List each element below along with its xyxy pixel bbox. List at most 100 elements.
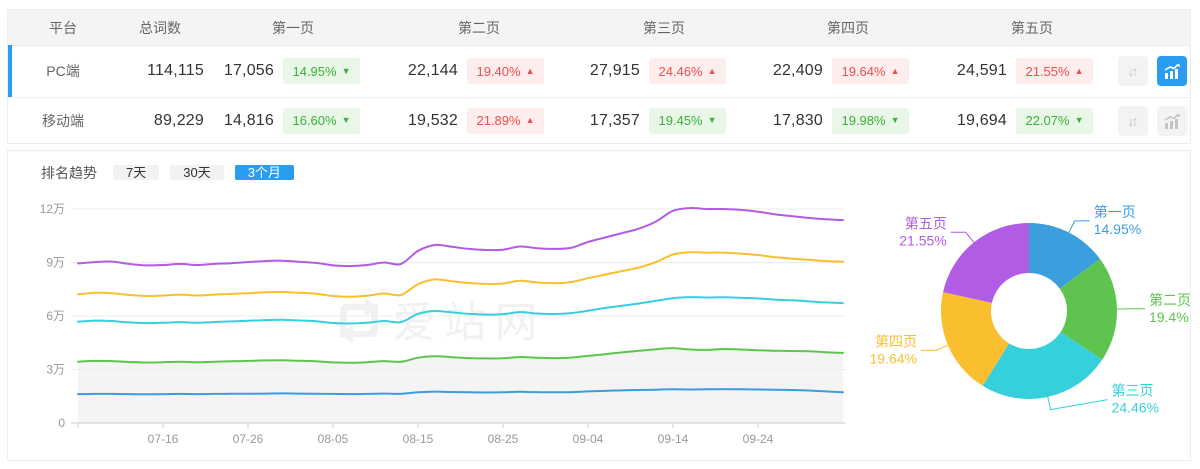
donut-label-name-第三页: 第三页 xyxy=(1112,383,1154,399)
arrow-up-icon: ▲ xyxy=(525,65,535,76)
total-words-cell: 89,229 xyxy=(153,111,204,129)
page2-change-badge: 19.40% ▲ xyxy=(467,58,544,84)
donut-label-pct-第二页: 19.4% xyxy=(1149,309,1189,325)
x-tick-label-08-15: 08-15 xyxy=(403,432,434,446)
change-percent: 19.45% xyxy=(658,113,703,128)
change-percent: 19.64% xyxy=(841,63,886,79)
page2-count: 22,144 xyxy=(407,62,458,79)
y-tick-label-9万: 9万 xyxy=(46,256,65,270)
x-tick-label-08-05: 08-05 xyxy=(318,432,349,446)
page5-count: 24,591 xyxy=(956,62,1007,79)
donut-slice-第一页[interactable] xyxy=(1029,223,1101,289)
x-tick-label-09-24: 09-24 xyxy=(743,432,774,446)
page2-count: 19,532 xyxy=(407,111,458,129)
page3-change-badge: 24.46% ▲ xyxy=(649,58,726,84)
change-percent: 16.60% xyxy=(292,113,337,128)
watermark-text: 爱站网 xyxy=(393,299,546,346)
change-percent: 22.07% xyxy=(1025,113,1070,128)
trend-tab-3个月[interactable]: 3个月 xyxy=(234,165,294,180)
column-header-7: 第五页 xyxy=(1011,19,1053,36)
donut-label-pct-第五页: 21.55% xyxy=(899,232,946,248)
show-trend-chart-button[interactable] xyxy=(1157,56,1187,86)
change-percent: 21.89% xyxy=(476,113,521,128)
trend-line-第三页(累计) xyxy=(77,296,844,325)
page5-change-badge: 21.55% ▲ xyxy=(1016,58,1093,84)
trend-chart-icon xyxy=(1164,63,1180,79)
donut-label-name-第五页: 第五页 xyxy=(905,215,947,231)
column-header-6: 第四页 xyxy=(827,19,869,36)
donut-label-line-第一页 xyxy=(1068,220,1090,233)
arrow-down-icon: ▼ xyxy=(341,65,351,76)
donut-label-pct-第四页: 19.64% xyxy=(869,350,916,366)
page4-count: 22,409 xyxy=(772,62,823,79)
area-fill-第二页(累计) xyxy=(78,348,843,423)
trend-line-第一页 xyxy=(77,388,844,396)
x-tick-label-09-04: 09-04 xyxy=(573,432,604,446)
arrow-down-icon: ▼ xyxy=(707,115,717,125)
page1-change-badge: 16.60% ▼ xyxy=(283,107,360,134)
donut-label-name-第四页: 第四页 xyxy=(875,333,917,349)
page5-change-badge: 22.07% ▼ xyxy=(1016,107,1093,134)
donut-slice-第五页[interactable] xyxy=(943,223,1029,303)
aizhan-logo-watermark xyxy=(340,298,378,343)
column-header-1: 平台 xyxy=(49,19,77,36)
arrow-up-icon: ▲ xyxy=(707,65,717,76)
trend-toolbar: 排名趋势 7天 30天 3个月 xyxy=(41,162,305,184)
trend-line-第五页(累计=总词数) xyxy=(77,207,844,268)
page4-count: 17,830 xyxy=(772,111,823,129)
table-row[interactable]: 移动端 89,229 14,816 16.60% ▼ 19,532 21.89% ▲ 17,35… xyxy=(8,97,1190,144)
trend-tab-7天[interactable]: 7天 xyxy=(113,165,160,180)
trend-tab-30天[interactable]: 30天 xyxy=(170,165,224,180)
arrow-down-icon: ▼ xyxy=(341,115,351,125)
column-header-4: 第二页 xyxy=(458,19,500,36)
page3-count: 27,915 xyxy=(589,62,640,79)
column-header-2: 总词数 xyxy=(139,19,181,36)
page2-change-badge: 21.89% ▲ xyxy=(467,107,544,134)
column-header-3: 第一页 xyxy=(272,19,314,36)
platform-cell: PC端 xyxy=(46,63,80,79)
donut-label-line-第三页 xyxy=(1047,396,1108,411)
x-tick-label-09-14: 09-14 xyxy=(658,432,689,446)
donut-slice-第三页[interactable] xyxy=(982,332,1103,399)
page5-count: 19,694 xyxy=(956,111,1007,129)
trend-line-第四页(累计) xyxy=(77,251,844,298)
donut-label-name-第二页: 第二页 xyxy=(1149,292,1190,308)
y-tick-label-3万: 3万 xyxy=(46,363,65,377)
trend-chart-icon xyxy=(1164,113,1180,129)
trend-line-第二页(累计) xyxy=(77,347,844,364)
y-tick-label-12万: 12万 xyxy=(40,202,65,216)
arrow-down-icon: ▼ xyxy=(890,115,900,125)
rank-trend-panel: 07-16 07-26 08-05 08-15 08-25 09-04 09-14 09-24… xyxy=(7,150,1191,461)
y-tick-label-6万: 6万 xyxy=(46,309,65,323)
donut-label-name-第一页: 第一页 xyxy=(1094,204,1136,220)
page3-count: 17,357 xyxy=(589,111,640,129)
arrow-down-icon: ▼ xyxy=(1074,115,1084,125)
compare-sort-button[interactable]: ↓↑ xyxy=(1118,56,1148,86)
compare-sort-button[interactable]: ↓↑ xyxy=(1118,105,1148,136)
donut-slice-第四页[interactable] xyxy=(941,292,1010,386)
show-trend-chart-button[interactable] xyxy=(1157,105,1187,136)
rank-summary-table: 平台 总词数 第一页 第二页 第三页 第四页 第五页 PC端 114,115 17,056 14.… xyxy=(7,9,1191,144)
arrow-up-icon: ▲ xyxy=(525,115,535,125)
change-percent: 19.40% xyxy=(476,63,521,79)
table-row[interactable]: PC端 114,115 17,056 14.95% ▼ 22,144 19.40% ▲ 27,9… xyxy=(8,45,1190,98)
change-percent: 21.55% xyxy=(1025,63,1070,79)
trend-title: 排名趋势 xyxy=(41,165,97,181)
total-words-cell: 114,115 xyxy=(147,62,204,79)
platform-cell: 移动端 xyxy=(42,112,84,129)
page4-change-badge: 19.64% ▲ xyxy=(832,58,909,84)
donut-slice-第二页[interactable] xyxy=(1059,259,1117,360)
arrow-up-icon: ▲ xyxy=(890,65,900,76)
arrow-up-icon: ▲ xyxy=(1074,65,1084,76)
trend-and-donut-chart[interactable]: 07-16 07-26 08-05 08-15 08-25 09-04 09-14 09-24… xyxy=(8,151,1190,460)
page4-change-badge: 19.98% ▼ xyxy=(832,107,909,134)
sort-arrows-icon: ↓↑ xyxy=(1127,63,1139,79)
trend-range-tabs: 7天 30天 3个月 xyxy=(113,162,305,184)
sort-arrows-icon: ↓↑ xyxy=(1127,112,1139,129)
donut-label-line-第四页 xyxy=(920,344,949,351)
column-header-5: 第三页 xyxy=(643,19,685,36)
change-percent: 14.95% xyxy=(292,63,337,79)
change-percent: 19.98% xyxy=(841,113,886,128)
donut-label-pct-第一页: 14.95% xyxy=(1094,221,1141,237)
